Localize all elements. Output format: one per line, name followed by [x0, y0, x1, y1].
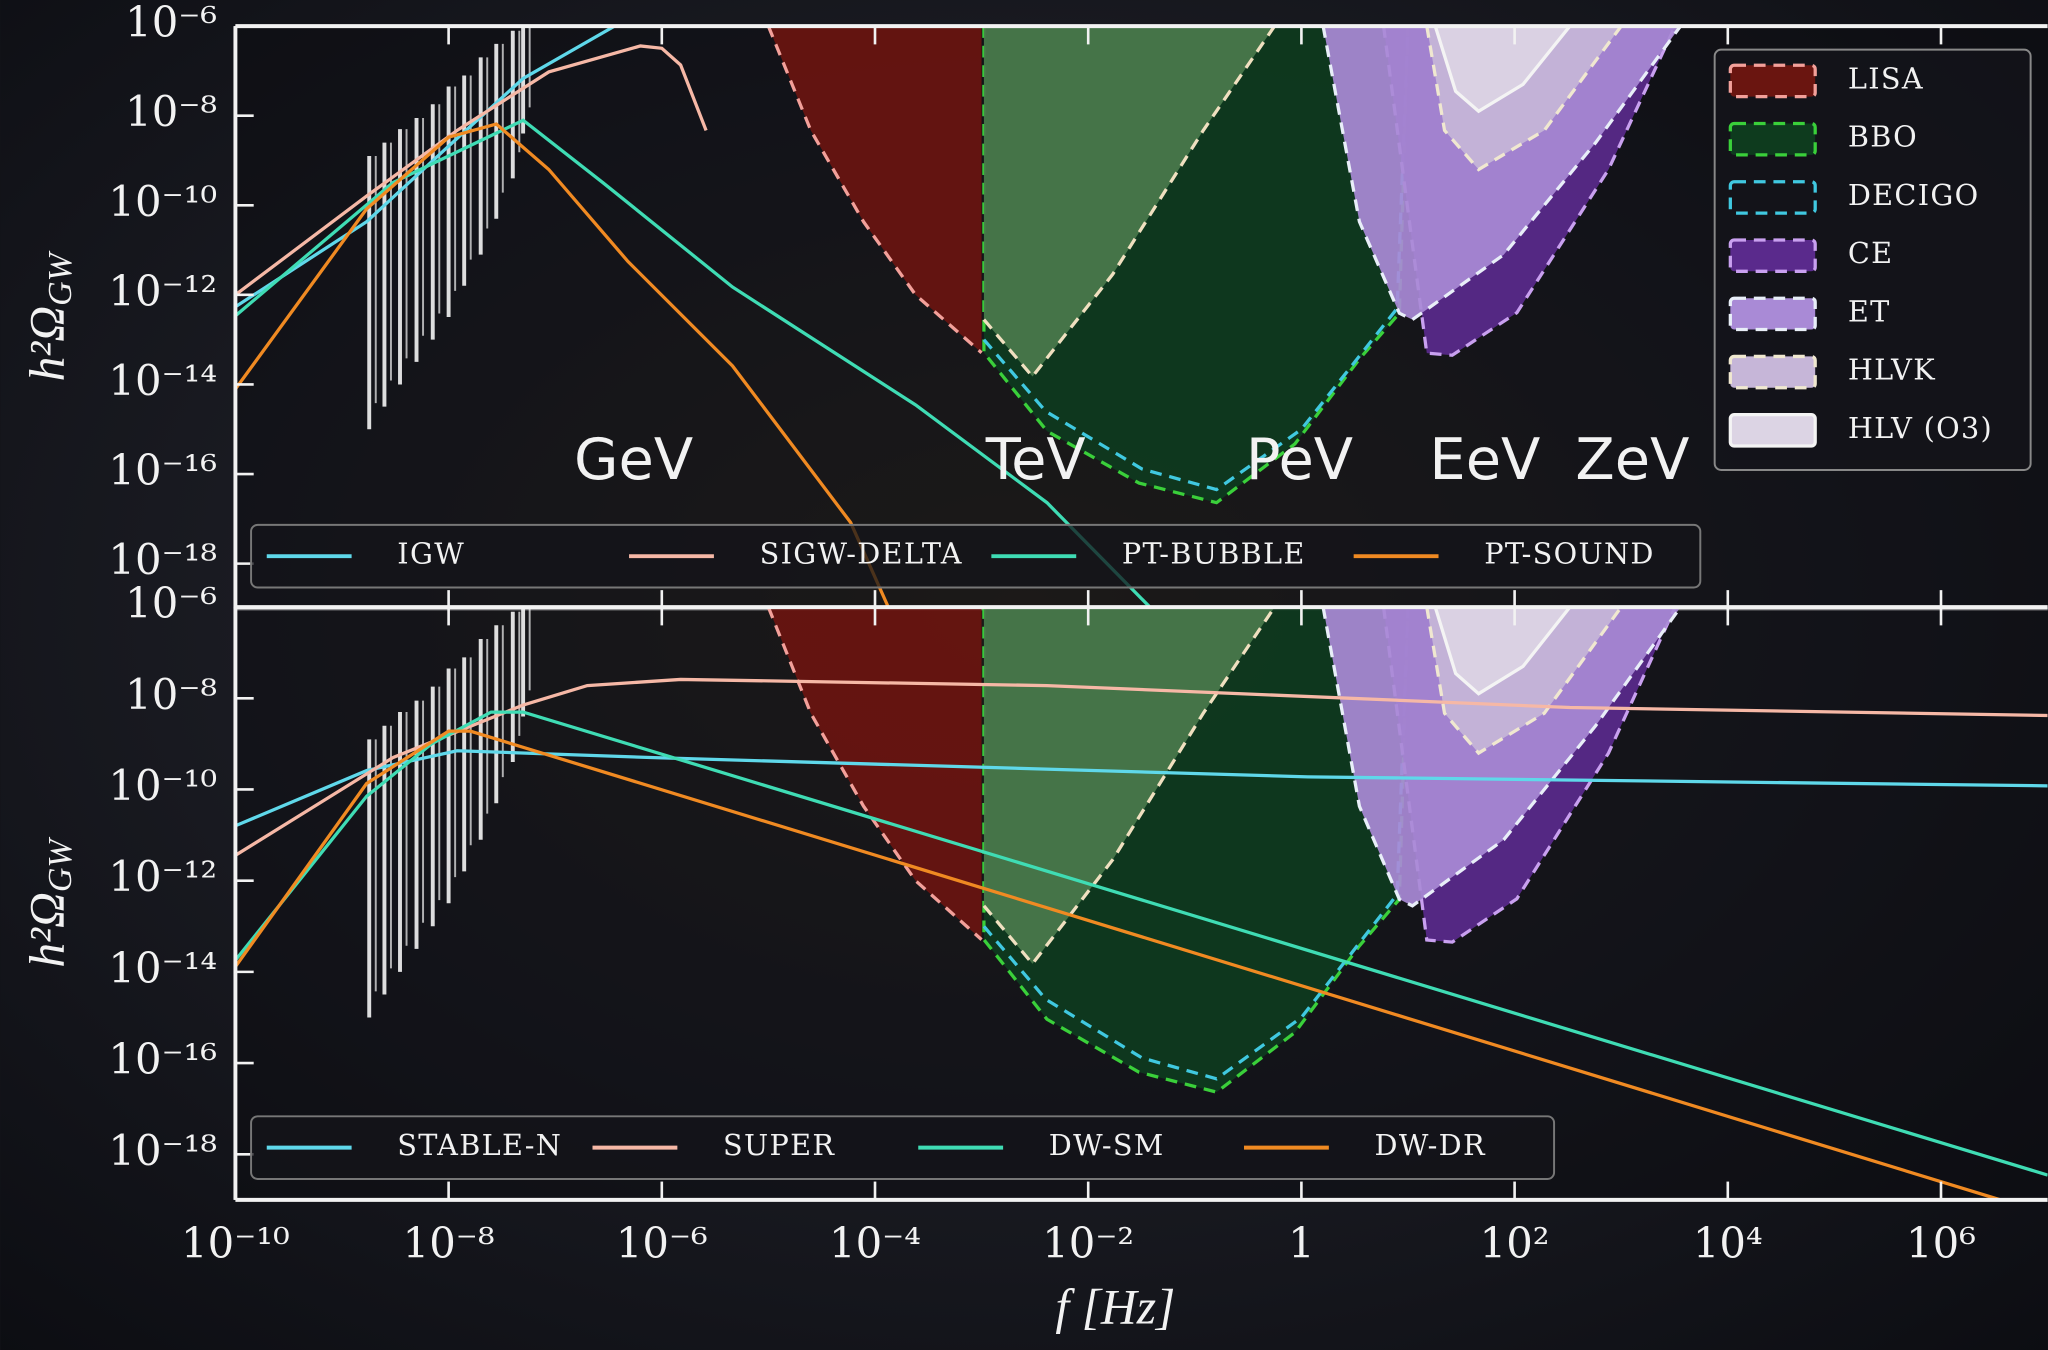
sensitivity-curve: [982, 607, 1276, 967]
sensitivity-curve: [982, 607, 1410, 1094]
sensitivity-curve: [1433, 26, 1572, 114]
detector-swatch: [1728, 354, 1817, 390]
sensitivity-fill: [1323, 607, 1681, 906]
sensitivity-curve: [982, 26, 1410, 492]
sensitivity-curve: [766, 26, 983, 355]
signal-line: [235, 710, 2048, 1177]
y-axis-label: h²ΩGW: [20, 837, 79, 968]
legend-label: DW-DR: [1375, 1128, 1486, 1162]
y-tick-label: 10⁻¹²: [108, 266, 217, 315]
signal-line: [235, 118, 1153, 609]
y-tick-label: 10⁻¹⁸: [108, 535, 217, 584]
detector-label: DECIGO: [1848, 178, 1980, 212]
energy-annotation: ZeV: [1575, 426, 1689, 493]
y-tick-label: 10⁻¹⁶: [108, 446, 217, 495]
detector-swatch: [1728, 180, 1817, 215]
x-axis-label: f [Hz]: [1055, 1280, 1175, 1335]
y-tick-label: 10⁻⁸: [125, 87, 217, 136]
x-tick-label: 1: [1288, 1218, 1315, 1267]
y-label-main: h²Ω: [20, 892, 75, 968]
x-tick-label: 10⁻⁴: [829, 1218, 921, 1267]
detector-swatch: [1728, 121, 1817, 157]
sensitivity-curve: [982, 26, 1410, 505]
y-tick-label: 10⁻¹²: [108, 852, 217, 901]
detector-label: BBO: [1848, 120, 1918, 154]
legend-label: SUPER: [723, 1128, 835, 1162]
y-tick-label: 10⁻¹⁰: [108, 177, 217, 226]
detector-swatch: [1728, 238, 1817, 273]
sensitivity-curve: [1321, 26, 1682, 322]
sensitivity-curve: [1321, 607, 1682, 908]
detector-swatch: [1728, 413, 1817, 448]
y-label-main: h²Ω: [20, 306, 75, 382]
detector-label: LISA: [1848, 61, 1924, 95]
sensitivity-curve: [1433, 607, 1572, 696]
sensitivity-fill: [1323, 26, 1681, 320]
x-tick-label: 10⁻⁸: [403, 1218, 495, 1267]
y-tick-label: 10⁻¹⁴: [108, 943, 217, 992]
sensitivity-curve: [766, 607, 983, 941]
sensitivity-fill: [768, 607, 982, 940]
x-tick-label: 10⁴: [1693, 1218, 1763, 1267]
y-tick-label: 10⁻⁸: [125, 670, 217, 719]
signal-line: [235, 44, 708, 297]
sensitivity-fill: [1435, 26, 1570, 112]
y-tick-label: 10⁻⁶: [125, 0, 217, 47]
legend-label: DW-SM: [1049, 1128, 1165, 1162]
detector-label: HLV (O3): [1848, 411, 1993, 445]
detector-swatch: [1728, 63, 1817, 99]
signal-line: [235, 729, 2001, 1200]
y-tick-label: 10⁻¹⁴: [108, 356, 217, 405]
sensitivity-curve: [982, 607, 1410, 1081]
energy-annotation: EeV: [1429, 426, 1540, 493]
y-tick-label: 10⁻¹⁶: [108, 1035, 217, 1084]
sensitivity-fill: [983, 26, 1275, 377]
y-label-sub: GW: [42, 837, 79, 893]
sensitivity-fill: [768, 26, 982, 353]
sensitivity-curve: [1425, 607, 1623, 756]
legend-label: PT-SOUND: [1484, 537, 1655, 571]
y-tick-label: 10⁻¹⁸: [108, 1126, 217, 1175]
signal-line: [235, 26, 616, 309]
legend-label: STABLE-N: [397, 1128, 562, 1162]
x-tick-label: 10²: [1480, 1218, 1550, 1267]
legend-label: SIGW-DELTA: [760, 537, 963, 571]
legend-label: IGW: [397, 537, 465, 571]
sensitivity-curve: [1425, 26, 1623, 172]
x-tick-label: 10⁻¹⁰: [181, 1218, 290, 1267]
signal-line: [235, 122, 891, 609]
x-tick-label: 10⁶: [1906, 1218, 1976, 1267]
y-axis-label: h²ΩGW: [20, 250, 79, 381]
detector-label: HLVK: [1848, 353, 1936, 387]
signal-line: [235, 749, 2048, 828]
sensitivity-curve: [982, 26, 1276, 380]
energy-annotation: PeV: [1246, 426, 1353, 493]
plot-layer: [235, 26, 1682, 609]
detector-label: ET: [1848, 294, 1891, 328]
plot-layer: [235, 607, 2048, 1200]
legend-label: PT-BUBBLE: [1122, 537, 1306, 571]
signal-line: [235, 677, 2048, 857]
legend-box: [250, 1115, 1556, 1180]
y-tick-label: 10⁻⁶: [125, 579, 217, 628]
x-tick-label: 10⁻²: [1042, 1218, 1134, 1267]
detector-swatch: [1728, 296, 1817, 332]
y-tick-label: 10⁻¹⁰: [108, 761, 217, 810]
y-label-sub: GW: [42, 250, 79, 306]
sensitivity-fill: [1435, 607, 1570, 694]
detector-label: CE: [1848, 236, 1894, 270]
legend-box: [250, 523, 1702, 589]
x-tick-label: 10⁻⁶: [616, 1218, 708, 1267]
energy-annotation: TeV: [985, 426, 1086, 493]
energy-annotation: GeV: [574, 426, 693, 493]
